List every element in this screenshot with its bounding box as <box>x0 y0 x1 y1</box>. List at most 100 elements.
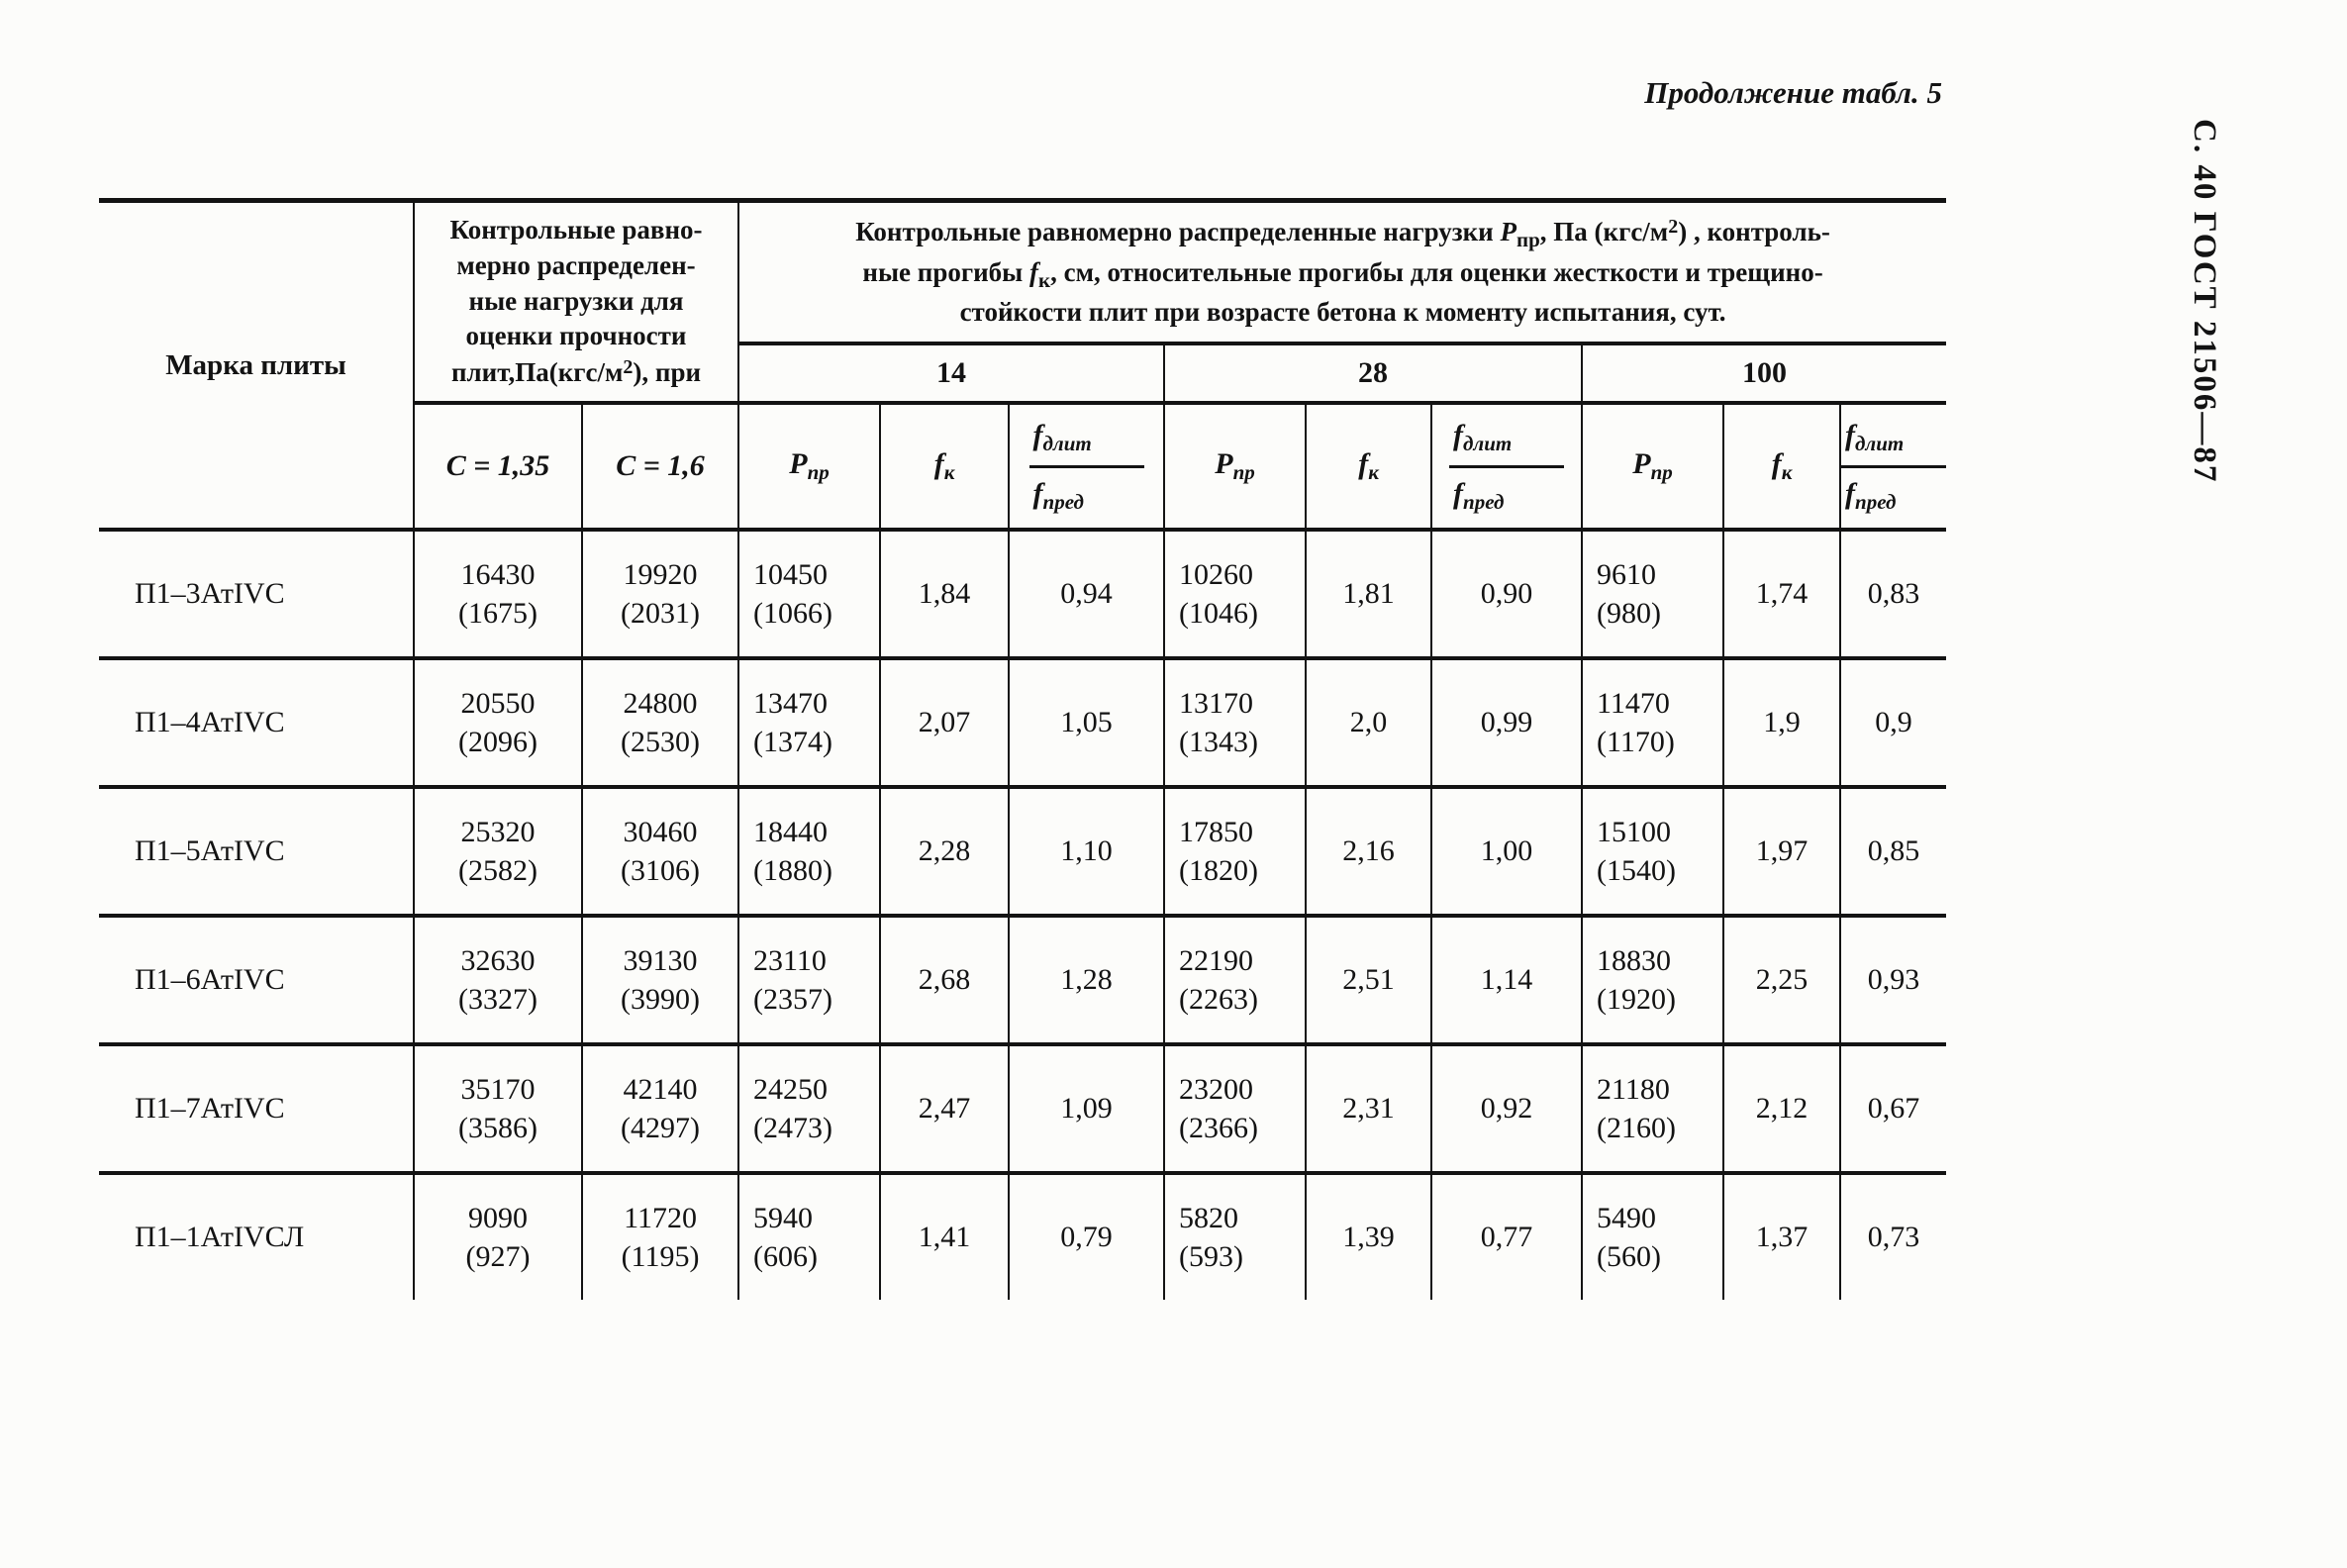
f-subscript: к <box>943 460 955 484</box>
table-row: П1–7АтIVC 35170 (3586) 42140 (4297) 24250 (247… <box>98 1042 1948 1175</box>
value-line: 39130 <box>623 944 698 977</box>
main-header-line: Контрольные равномерно распределенные на… <box>749 214 1936 254</box>
p-symbol: Р <box>1215 447 1233 480</box>
p-subscript: пр <box>1232 460 1255 484</box>
table-body: П1–3АтIVC 16430 (1675) 19920 (2031) 10450 (106… <box>98 528 1948 1302</box>
load-c16-cell: 19920 (2031) <box>580 528 740 660</box>
p-pr-header-age28: Рпр <box>1163 401 1308 532</box>
load-c135-cell: 9090 (927) <box>413 1171 583 1302</box>
value-line: (593) <box>1179 1240 1243 1273</box>
f-pred: fпред <box>1029 468 1144 517</box>
f-k-cell-age0: 2,68 <box>879 914 1011 1046</box>
value-line: 9610 <box>1597 558 1657 591</box>
ratio-cell-age1: 1,00 <box>1430 785 1584 918</box>
f-k-cell-age2: 2,25 <box>1722 914 1842 1046</box>
table-row: П1–1АтIVСЛ 9090 (927) 11720 (1195) 5940 (606) 1… <box>98 1171 1948 1302</box>
p-symbol: Р <box>789 447 808 480</box>
f-k-cell-age1: 2,51 <box>1305 914 1433 1046</box>
ratio-cell-age1: 0,92 <box>1430 1042 1584 1175</box>
table-row: П1–4АтIVC 20550 (2096) 24800 (2530) 13470 (137… <box>98 656 1948 789</box>
ratio-cell-age1: 0,90 <box>1430 528 1584 660</box>
plate-mark-cell: П1–5АтIVC <box>98 785 415 918</box>
c-135-header: С = 1,35 <box>413 401 583 532</box>
table-header: Марка плиты Контрольные равно- мерно рас… <box>98 201 1948 532</box>
f-symbol: f <box>1032 418 1043 451</box>
ratio-cell-age2: 0,9 <box>1839 656 1948 789</box>
value-line: 22190 <box>1179 944 1254 977</box>
load-c135-cell: 35170 (3586) <box>413 1042 583 1175</box>
value-line: (1066) <box>753 597 832 630</box>
p-symbol: Р <box>1632 447 1651 480</box>
f-subscript: к <box>1037 267 1051 292</box>
f-k-header-age28: fк <box>1305 401 1433 532</box>
f-k-cell-age1: 2,0 <box>1305 656 1433 789</box>
p-pr-cell-age1: 23200 (2366) <box>1163 1042 1308 1175</box>
value-line: 10260 <box>1179 558 1254 591</box>
f-symbol: f <box>1845 476 1856 510</box>
load-c16-cell: 42140 (4297) <box>580 1042 740 1175</box>
header-row-ages: 14 28 100 <box>99 342 1948 405</box>
f-k-cell-age0: 1,84 <box>879 528 1011 660</box>
value-line: (2263) <box>1179 983 1258 1016</box>
value-line: 11720 <box>624 1202 697 1234</box>
f-subscript: пред <box>1042 489 1084 514</box>
p-subscript: пр <box>807 460 830 484</box>
p-symbol: Р <box>1500 217 1516 247</box>
f-k-cell-age0: 2,07 <box>879 656 1011 789</box>
plate-mark-cell: П1–4АтIVC <box>98 656 415 789</box>
f-subscript: к <box>1368 460 1379 484</box>
p-pr-cell-age1: 13170 (1343) <box>1163 656 1308 789</box>
f-dlit: fдлит <box>1449 417 1565 468</box>
p-pr-cell-age2: 15100 (1540) <box>1581 785 1725 918</box>
deflection-ratio-header-age28: fдлит fпред <box>1430 401 1584 532</box>
deflection-ratio-header-age14: fдлит fпред <box>1008 401 1166 532</box>
f-k-cell-age1: 2,31 <box>1305 1042 1433 1175</box>
f-subscript: длит <box>1042 431 1092 455</box>
value-line: (2096) <box>458 726 538 758</box>
f-subscript: пред <box>1463 489 1505 514</box>
ratio-cell-age0: 1,09 <box>1008 1042 1166 1175</box>
value-line: (1820) <box>1179 854 1258 887</box>
f-ratio: fдлит fпред <box>1842 417 1945 517</box>
age-header-14: 14 <box>737 342 1166 405</box>
load-c135-cell: 16430 (1675) <box>413 528 583 660</box>
col-header-strength-loads: Контрольные равно- мерно распределен- ны… <box>412 201 740 405</box>
age-header-100: 100 <box>1581 342 1948 405</box>
f-subscript: длит <box>1463 431 1513 455</box>
f-symbol: f <box>1453 476 1464 510</box>
value-line: 15100 <box>1597 816 1672 848</box>
header-text: ) , контроль- <box>1678 217 1830 247</box>
load-c16-cell: 39130 (3990) <box>580 914 740 1046</box>
p-pr-cell-age1: 10260 (1046) <box>1163 528 1308 660</box>
strength-header-line: мерно распределен- <box>456 249 696 280</box>
p-pr-cell-age2: 9610 (980) <box>1581 528 1725 660</box>
table-row: П1–5АтIVC 25320 (2582) 30460 (3106) 18440 (188… <box>98 785 1948 918</box>
header-text: , см, относительные прогибы для оценки ж… <box>1050 256 1823 287</box>
value-line: (1046) <box>1179 597 1258 630</box>
strength-header-line: оценки прочности <box>465 321 687 351</box>
ratio-cell-age1: 0,99 <box>1430 656 1584 789</box>
value-line: 10450 <box>753 558 829 591</box>
ratio-cell-age0: 0,79 <box>1008 1171 1166 1302</box>
value-line: (2357) <box>753 983 832 1016</box>
col-header-mark: Марка плиты <box>98 201 415 532</box>
p-pr-cell-age0: 13470 (1374) <box>737 656 882 789</box>
f-dlit: fдлит <box>1028 417 1144 468</box>
p-pr-cell-age2: 18830 (1920) <box>1581 914 1725 1046</box>
main-header-line: ные прогибы fк, см, относительные прогиб… <box>749 254 1936 295</box>
value-line: (1675) <box>458 597 538 630</box>
value-line: (2582) <box>458 854 538 887</box>
ratio-cell-age2: 0,73 <box>1839 1171 1948 1302</box>
f-subscript: длит <box>1855 431 1905 455</box>
plate-mark-cell: П1–7АтIVC <box>98 1042 415 1175</box>
ratio-cell-age1: 1,14 <box>1430 914 1584 1046</box>
table-5-continuation: Марка плиты Контрольные равно- мерно рас… <box>98 198 1948 1302</box>
value-line: (980) <box>1597 597 1661 630</box>
deflection-ratio-header-age100: fдлит fпред <box>1839 401 1948 532</box>
value-line: (4297) <box>621 1112 700 1144</box>
value-line: (2366) <box>1179 1112 1258 1144</box>
header-text: плит,Па(кгс/м <box>450 357 624 388</box>
gost-side-label: С. 40 ГОСТ 21506—87 <box>2187 119 2222 484</box>
f-k-cell-age0: 2,47 <box>879 1042 1011 1175</box>
value-line: 32630 <box>460 944 536 977</box>
